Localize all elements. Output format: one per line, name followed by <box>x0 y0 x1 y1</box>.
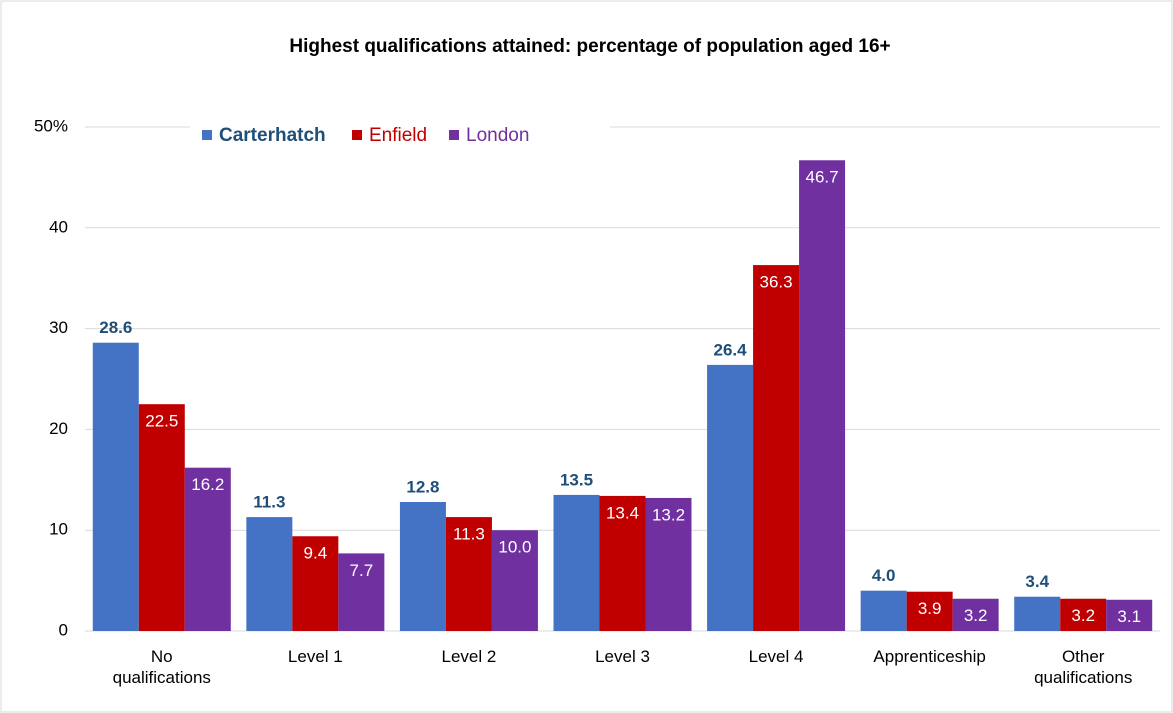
legend-background <box>190 118 610 148</box>
bar <box>645 497 692 631</box>
x-tick-label: Level 2 <box>441 647 497 666</box>
y-tick-label: 40 <box>49 217 68 236</box>
data-label: 11.3 <box>453 525 485 544</box>
legend-label: London <box>466 125 529 146</box>
data-label: 3.9 <box>918 599 942 618</box>
bar <box>184 467 231 631</box>
bar <box>292 536 339 631</box>
legend-swatch <box>449 130 459 140</box>
data-label: 11.3 <box>253 493 285 512</box>
data-label: 3.2 <box>964 606 988 625</box>
x-tick-label: Other qualifications <box>1034 647 1133 687</box>
x-tick-label: Level 3 <box>595 647 650 666</box>
data-label: 13.2 <box>652 505 685 524</box>
data-label: 7.7 <box>350 561 374 580</box>
data-label: 13.4 <box>606 503 639 522</box>
data-label: 4.0 <box>872 566 896 585</box>
bar <box>707 364 754 631</box>
bar <box>338 553 385 631</box>
bar <box>553 494 600 631</box>
bar <box>491 530 538 631</box>
bar <box>399 501 446 631</box>
bar <box>799 160 846 632</box>
bar <box>1014 596 1061 631</box>
data-label: 22.5 <box>145 412 178 431</box>
chart-title: Highest qualifications attained: percent… <box>289 36 890 57</box>
data-label: 10.0 <box>498 538 531 557</box>
legend-label: Enfield <box>369 125 427 146</box>
data-label: 12.8 <box>406 477 439 496</box>
data-label: 26.4 <box>714 340 748 359</box>
x-tick-label: No qualifications <box>112 647 211 687</box>
legend-label: Carterhatch <box>219 125 326 146</box>
bar <box>753 265 800 631</box>
data-label: 13.5 <box>560 470 593 489</box>
bar <box>599 495 646 631</box>
legend-swatch <box>352 130 362 140</box>
bar <box>92 342 139 631</box>
bar <box>1106 599 1153 631</box>
bar <box>860 590 907 631</box>
legend-swatch <box>202 130 212 140</box>
data-label: 3.4 <box>1025 572 1049 591</box>
data-label: 9.4 <box>304 544 328 563</box>
data-label: 28.6 <box>99 318 132 337</box>
bar <box>138 404 185 631</box>
x-tick-label: Apprenticeship <box>873 647 986 666</box>
bar <box>445 517 492 631</box>
data-label: 3.1 <box>1117 607 1141 626</box>
y-tick-label: 50% <box>34 116 68 135</box>
y-tick-label: 0 <box>59 620 68 639</box>
bar <box>1060 598 1107 631</box>
bar <box>906 591 953 631</box>
bar <box>952 598 999 631</box>
x-tick-label: Level 1 <box>287 647 343 666</box>
data-label: 46.7 <box>806 168 839 187</box>
y-tick-label: 20 <box>49 419 68 438</box>
data-label: 16.2 <box>191 475 224 494</box>
data-label: 3.2 <box>1071 606 1095 625</box>
x-tick-label: Level 4 <box>748 647 804 666</box>
data-label: 36.3 <box>760 273 793 292</box>
y-tick-label: 30 <box>49 318 68 337</box>
y-tick-label: 10 <box>49 520 68 539</box>
bar <box>246 517 293 631</box>
